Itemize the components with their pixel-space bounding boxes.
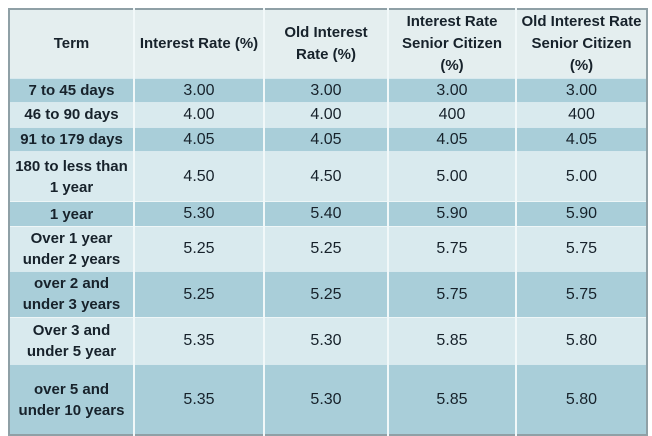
rate-cell: 5.75 <box>515 225 647 272</box>
rate-cell: 4.05 <box>515 126 647 152</box>
table-row: Over 3 and under 5 year 5.35 5.30 5.85 5… <box>9 316 647 365</box>
column-header-interest-rate: Interest Rate (%) <box>133 8 264 78</box>
term-cell: 180 to less than 1 year <box>9 151 134 202</box>
rate-cell: 400 <box>515 102 647 128</box>
rate-cell: 5.35 <box>133 316 264 365</box>
term-cell: 46 to 90 days <box>9 102 134 128</box>
interest-rate-table: Term Interest Rate (%) Old Interest Rate… <box>8 8 648 436</box>
rate-cell: 400 <box>387 102 516 128</box>
rate-cell: 5.30 <box>133 201 264 227</box>
table-body: 7 to 45 days 3.00 3.00 3.00 3.00 46 to 9… <box>9 77 647 436</box>
term-cell: Over 3 and under 5 year <box>9 316 134 365</box>
rate-cell: 4.05 <box>387 126 516 152</box>
rate-cell: 5.75 <box>387 270 516 318</box>
table-header: Term Interest Rate (%) Old Interest Rate… <box>9 8 647 78</box>
header-row: Term Interest Rate (%) Old Interest Rate… <box>9 8 647 78</box>
rate-cell: 5.25 <box>133 270 264 318</box>
table-row: 7 to 45 days 3.00 3.00 3.00 3.00 <box>9 77 647 103</box>
table-row: 1 year 5.30 5.40 5.90 5.90 <box>9 201 647 227</box>
rate-cell: 4.00 <box>133 102 264 128</box>
term-cell: 1 year <box>9 201 134 227</box>
rate-cell: 5.25 <box>263 270 388 318</box>
table-row: over 5 and under 10 years 5.35 5.30 5.85… <box>9 363 647 436</box>
rate-cell: 5.40 <box>263 201 388 227</box>
table-row: 91 to 179 days 4.05 4.05 4.05 4.05 <box>9 126 647 152</box>
rate-cell: 5.85 <box>387 316 516 365</box>
rate-cell: 5.85 <box>387 363 516 436</box>
table-row: over 2 and under 3 years 5.25 5.25 5.75 … <box>9 270 647 318</box>
rate-cell: 5.35 <box>133 363 264 436</box>
term-cell: over 2 and under 3 years <box>9 270 134 318</box>
term-cell: over 5 and under 10 years <box>9 363 134 436</box>
column-header-term: Term <box>9 8 134 78</box>
rate-cell: 3.00 <box>133 77 264 103</box>
rate-cell: 4.00 <box>263 102 388 128</box>
rate-cell: 3.00 <box>515 77 647 103</box>
table-row: Over 1 year under 2 years 5.25 5.25 5.75… <box>9 225 647 272</box>
rate-cell: 5.90 <box>515 201 647 227</box>
rate-cell: 5.30 <box>263 316 388 365</box>
rate-cell: 5.25 <box>263 225 388 272</box>
term-cell: 7 to 45 days <box>9 77 134 103</box>
rate-cell: 5.80 <box>515 316 647 365</box>
rate-cell: 4.50 <box>133 151 264 202</box>
term-cell: Over 1 year under 2 years <box>9 225 134 272</box>
column-header-old-interest-rate-senior: Old Interest Rate Senior Citizen (%) <box>515 8 647 78</box>
rate-cell: 4.05 <box>263 126 388 152</box>
rate-cell: 3.00 <box>387 77 516 103</box>
rate-cell: 5.90 <box>387 201 516 227</box>
rate-cell: 5.25 <box>133 225 264 272</box>
rates-table: Term Interest Rate (%) Old Interest Rate… <box>8 8 648 436</box>
rate-cell: 4.05 <box>133 126 264 152</box>
table-row: 46 to 90 days 4.00 4.00 400 400 <box>9 102 647 128</box>
table-row: 180 to less than 1 year 4.50 4.50 5.00 5… <box>9 151 647 202</box>
rate-cell: 5.80 <box>515 363 647 436</box>
term-cell: 91 to 179 days <box>9 126 134 152</box>
rate-cell: 5.75 <box>387 225 516 272</box>
rate-cell: 5.00 <box>387 151 516 202</box>
rate-cell: 5.00 <box>515 151 647 202</box>
rate-cell: 5.30 <box>263 363 388 436</box>
rate-cell: 3.00 <box>263 77 388 103</box>
rate-cell: 5.75 <box>515 270 647 318</box>
rate-cell: 4.50 <box>263 151 388 202</box>
column-header-old-interest-rate: Old Interest Rate (%) <box>263 8 388 78</box>
column-header-interest-rate-senior: Interest Rate Senior Citizen (%) <box>387 8 516 78</box>
